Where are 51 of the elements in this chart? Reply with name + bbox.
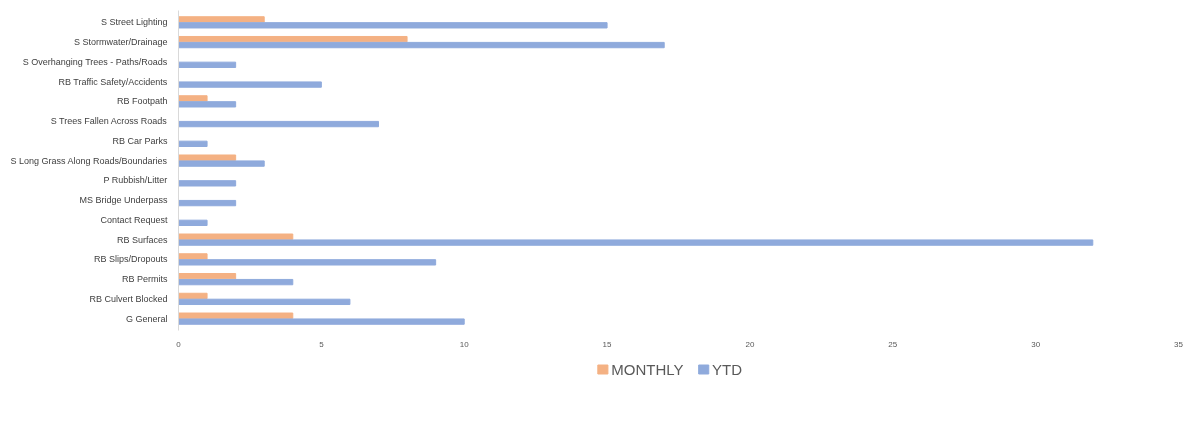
bar — [178, 199, 237, 207]
y-tick-label: S Stormwater/Drainage — [73, 37, 168, 48]
y-tick-label: S Street Lighting — [100, 17, 168, 28]
bar — [178, 312, 294, 319]
x-tick-label: 10 — [459, 339, 470, 349]
y-tick-label: RB Footpath — [116, 96, 168, 107]
y-tick-label: Contact Request — [100, 214, 168, 225]
bar — [178, 140, 208, 147]
y-tick-label: S Overhanging Trees - Paths/Roads — [22, 56, 168, 67]
x-tick-label: 5 — [319, 339, 325, 349]
bar — [178, 16, 265, 23]
bar — [178, 95, 208, 102]
bar — [178, 154, 237, 161]
x-tick-label: 25 — [888, 339, 898, 349]
bar — [178, 41, 665, 49]
y-tick-label: P Rubbish/Litter — [103, 175, 168, 186]
bar — [178, 292, 208, 300]
bar — [178, 160, 265, 167]
legend-label: MONTHLY — [611, 361, 684, 378]
bar — [178, 61, 237, 68]
bar — [178, 253, 208, 260]
y-tick-label: RB Surfaces — [116, 234, 168, 245]
x-tick-label: 0 — [176, 339, 182, 349]
bar — [178, 239, 1094, 246]
y-tick-label: RB Culvert Blocked — [89, 293, 168, 304]
bar — [178, 22, 608, 29]
y-tick-label: RB Permits — [121, 274, 168, 285]
y-tick-label: G General — [125, 313, 168, 324]
legend-label: YTD — [712, 361, 743, 378]
bar — [178, 180, 237, 187]
bar — [178, 278, 294, 286]
bar — [178, 35, 408, 43]
x-tick-label: 35 — [1174, 339, 1184, 349]
bar — [178, 81, 322, 88]
bar — [178, 298, 351, 306]
y-tick-label: RB Traffic Safety/Accidents — [58, 76, 168, 87]
bar — [178, 233, 294, 240]
bar — [178, 259, 437, 266]
y-tick-label: S Long Grass Along Roads/Boundaries — [10, 155, 168, 166]
bar — [178, 273, 237, 280]
bar — [178, 101, 237, 108]
x-tick-label: 20 — [745, 339, 755, 349]
bar — [178, 219, 208, 227]
y-tick-label: RB Slips/Dropouts — [93, 254, 168, 265]
bar — [178, 120, 379, 128]
bar — [178, 318, 465, 325]
y-tick-label: S Trees Fallen Across Roads — [50, 116, 168, 127]
y-tick-label: RB Car Parks — [112, 135, 168, 146]
y-tick-label: MS Bridge Underpass — [79, 195, 168, 206]
x-tick-label: 15 — [602, 339, 613, 349]
x-tick-label: 30 — [1031, 339, 1041, 349]
